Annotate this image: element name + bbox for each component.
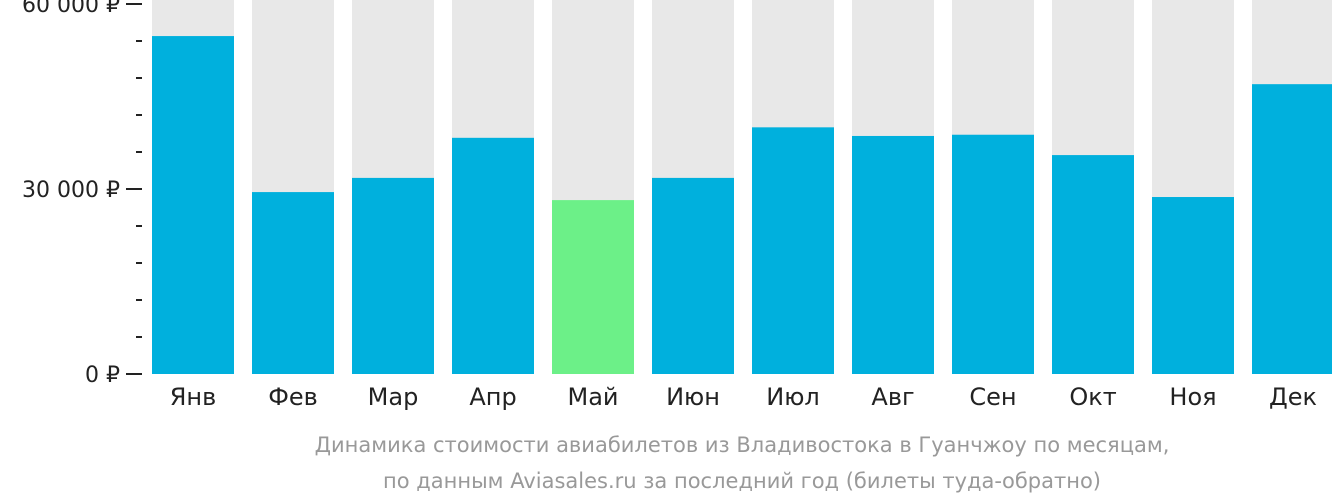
bar-5[interactable] bbox=[552, 200, 634, 374]
bars bbox=[152, 36, 1332, 375]
y-tick-label: 60 000 ₽ bbox=[22, 0, 120, 18]
bar-7[interactable] bbox=[752, 127, 834, 374]
caption-line-1: Динамика стоимости авиабилетов из Владив… bbox=[315, 433, 1170, 457]
x-tick-label: Дек bbox=[1269, 383, 1317, 411]
x-tick-label: Май bbox=[567, 383, 618, 411]
chart-caption: Динамика стоимости авиабилетов из Владив… bbox=[315, 433, 1170, 493]
bar-3[interactable] bbox=[352, 177, 434, 374]
x-tick-label: Апр bbox=[469, 383, 516, 411]
y-tick-label: 30 000 ₽ bbox=[22, 178, 120, 203]
x-tick-label: Июл bbox=[766, 383, 820, 411]
bar-11[interactable] bbox=[1152, 197, 1234, 374]
x-tick-label: Авг bbox=[871, 383, 914, 411]
bar-10[interactable] bbox=[1052, 155, 1134, 374]
bar-2[interactable] bbox=[252, 192, 334, 374]
x-tick-label: Фев bbox=[268, 383, 318, 411]
caption-line-2: по данным Aviasales.ru за последний год … bbox=[383, 469, 1101, 493]
x-tick-label: Янв bbox=[170, 383, 217, 411]
x-tick-label: Мар bbox=[368, 383, 419, 411]
x-tick-label: Окт bbox=[1069, 383, 1116, 411]
y-tick-label: 0 ₽ bbox=[85, 363, 120, 388]
x-axis-labels: Янв Фев Мар Апр Май Июн Июл Авг Сен Окт Ноя Дек bbox=[170, 383, 1317, 411]
x-tick-label: Июн bbox=[666, 383, 720, 411]
bar-12[interactable] bbox=[1252, 84, 1332, 375]
bar-9[interactable] bbox=[952, 134, 1034, 374]
bar-1[interactable] bbox=[152, 36, 234, 375]
y-axis: 0 ₽ 30 000 ₽ 60 000 ₽ bbox=[22, 0, 142, 388]
bar-6[interactable] bbox=[652, 177, 734, 374]
bar-4[interactable] bbox=[452, 137, 534, 374]
x-tick-label: Сен bbox=[969, 383, 1016, 411]
bar-8[interactable] bbox=[852, 135, 934, 374]
x-tick-label: Ноя bbox=[1169, 383, 1216, 411]
